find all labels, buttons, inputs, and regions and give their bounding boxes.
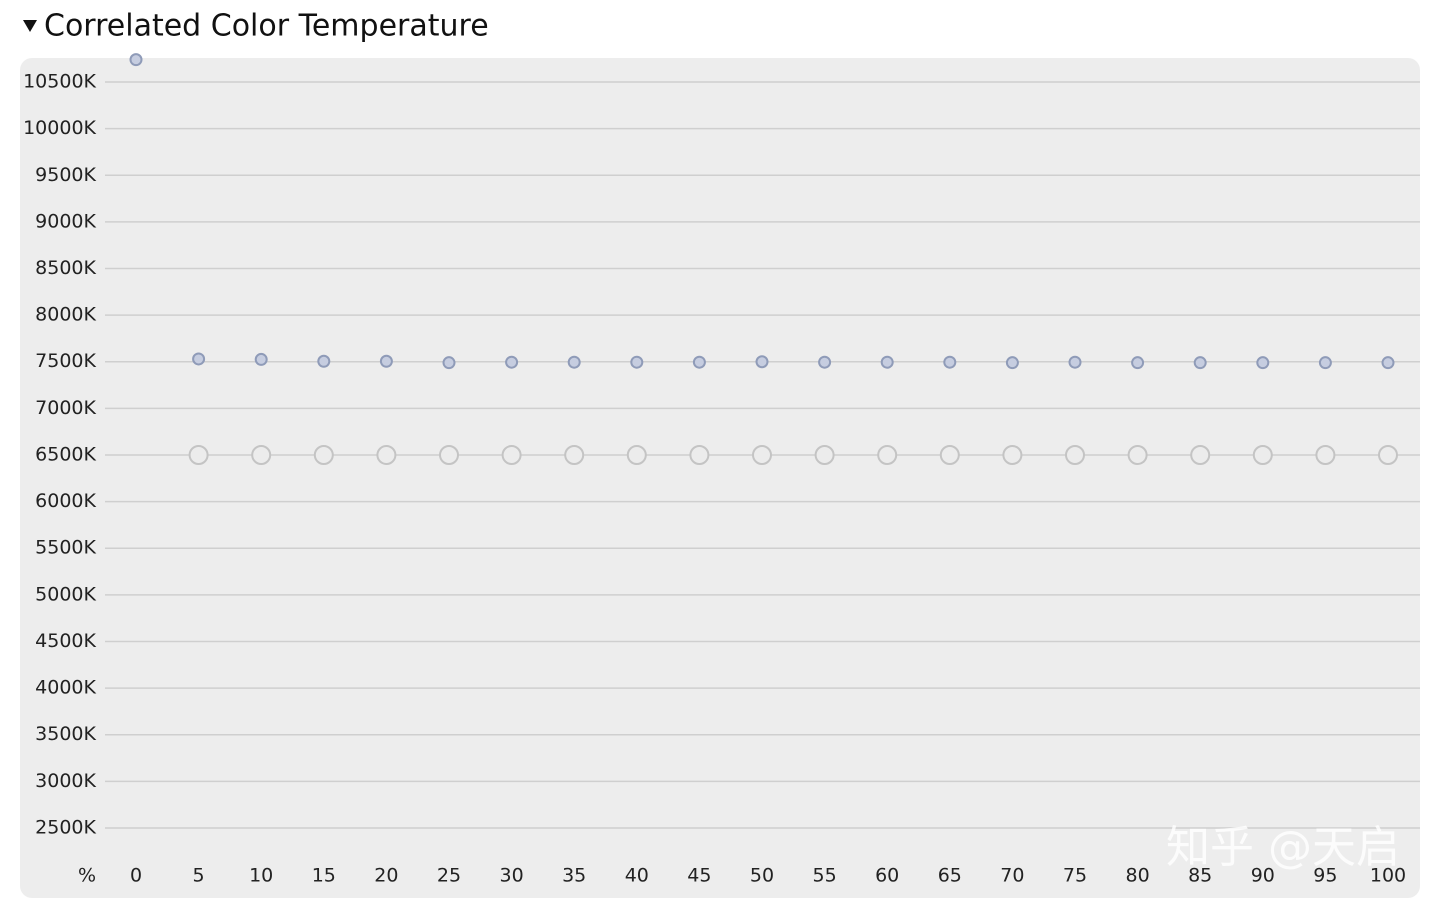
x-tick-label: 15 <box>312 865 336 887</box>
data-point <box>1252 444 1273 465</box>
y-tick-label: 10000K <box>23 117 96 139</box>
data-point <box>1315 444 1336 465</box>
data-point <box>1065 444 1085 465</box>
x-tick-label: 90 <box>1251 865 1275 887</box>
data-point <box>752 444 772 465</box>
y-tick-label: 6500K <box>35 443 96 465</box>
y-tick-label: 7000K <box>35 397 96 419</box>
collapse-toggle[interactable] <box>23 20 37 32</box>
y-tick-label: 7500K <box>35 350 96 372</box>
data-point <box>1256 356 1270 370</box>
x-tick-label: 85 <box>1188 865 1212 887</box>
data-point <box>1005 356 1019 370</box>
data-point <box>501 444 522 465</box>
data-point <box>814 444 835 465</box>
data-point <box>439 444 459 465</box>
x-tick-label: 55 <box>813 865 837 887</box>
data-point <box>1378 444 1398 465</box>
x-tick-label: 5 <box>193 865 205 887</box>
data-point <box>1318 356 1332 370</box>
y-tick-label: 9500K <box>35 164 96 186</box>
y-tick-label: 4500K <box>35 630 96 652</box>
x-tick-label: 75 <box>1063 865 1087 887</box>
data-point <box>626 444 647 465</box>
plot-panel <box>20 58 1420 898</box>
x-tick-label: 45 <box>687 865 711 887</box>
data-point <box>1068 355 1082 369</box>
data-point <box>129 53 143 67</box>
data-point <box>254 352 268 366</box>
y-tick-label: 8000K <box>35 304 96 326</box>
y-tick-label: 3000K <box>35 770 96 792</box>
data-point <box>1131 356 1145 370</box>
x-axis-label: % <box>78 865 96 887</box>
data-point <box>877 444 898 465</box>
x-tick-label: 50 <box>750 865 774 887</box>
y-tick-label: 2500K <box>35 816 96 838</box>
x-tick-label: 60 <box>875 865 899 887</box>
data-point <box>880 355 894 369</box>
y-tick-label: 6000K <box>35 490 96 512</box>
data-point <box>755 355 769 369</box>
data-point <box>442 356 456 370</box>
x-tick-label: 30 <box>500 865 524 887</box>
x-tick-label: 100 <box>1370 865 1406 887</box>
data-point <box>564 444 585 465</box>
data-point <box>251 444 272 465</box>
data-point <box>317 354 331 368</box>
data-point <box>630 355 644 369</box>
data-point <box>692 355 706 369</box>
data-point <box>567 355 581 369</box>
x-tick-label: 65 <box>938 865 962 887</box>
x-tick-label: 40 <box>625 865 649 887</box>
data-point <box>192 352 206 366</box>
watermark: 知乎 @天启 <box>1166 822 1400 873</box>
data-point <box>818 355 832 369</box>
x-tick-label: 80 <box>1126 865 1150 887</box>
data-point <box>1193 356 1207 370</box>
x-tick-label: 10 <box>249 865 273 887</box>
data-point <box>313 444 334 465</box>
data-point <box>1127 444 1148 465</box>
x-tick-label: 95 <box>1313 865 1337 887</box>
x-tick-label: 35 <box>562 865 586 887</box>
y-tick-label: 9000K <box>35 210 96 232</box>
x-tick-label: 25 <box>437 865 461 887</box>
y-tick-label: 4000K <box>35 677 96 699</box>
data-point <box>505 355 519 369</box>
chart-title: Correlated Color Temperature <box>44 9 489 44</box>
x-tick-label: 0 <box>130 865 142 887</box>
x-tick-label: 70 <box>1000 865 1024 887</box>
data-point <box>1190 444 1211 465</box>
y-tick-label: 10500K <box>23 71 96 93</box>
y-tick-label: 5000K <box>35 583 96 605</box>
data-point <box>376 444 397 465</box>
y-tick-label: 5500K <box>35 537 96 559</box>
data-point <box>1002 444 1023 465</box>
data-point <box>939 444 960 465</box>
x-tick-label: 20 <box>374 865 398 887</box>
data-point <box>379 354 393 368</box>
data-point <box>689 444 710 465</box>
data-point <box>943 355 957 369</box>
y-tick-label: 8500K <box>35 257 96 279</box>
data-point <box>1381 356 1395 370</box>
data-point <box>188 444 209 465</box>
y-tick-label: 3500K <box>35 723 96 745</box>
